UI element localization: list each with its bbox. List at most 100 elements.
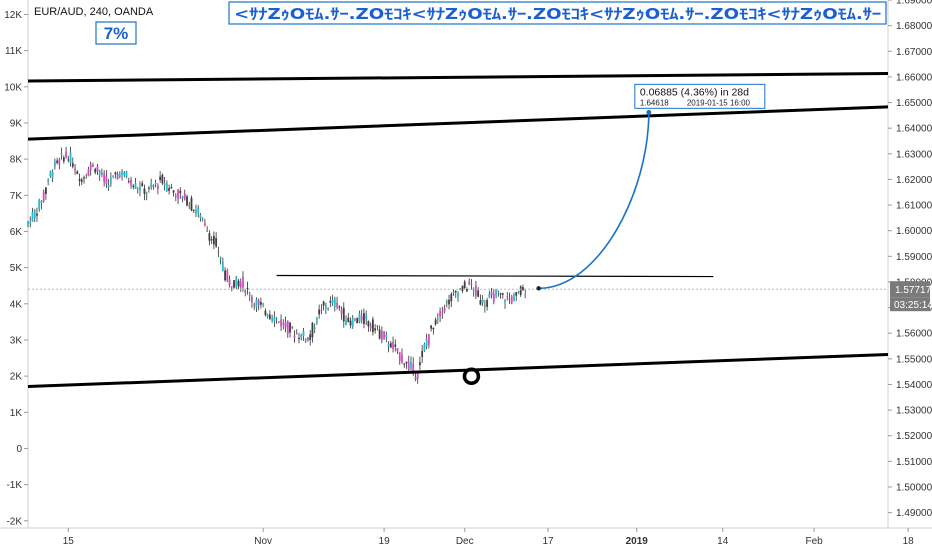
trendline-lower-channel[interactable] xyxy=(27,352,889,389)
price-candle xyxy=(488,290,491,299)
price-candle xyxy=(461,285,464,294)
candle-body xyxy=(354,319,356,321)
right-axis-tick-label: 1.63000 xyxy=(896,149,932,160)
banner-frame xyxy=(228,1,887,25)
candle-body xyxy=(445,300,448,303)
percent-badge-text: 7% xyxy=(104,24,129,43)
price-candle xyxy=(127,177,130,184)
price-candle xyxy=(228,275,231,288)
price-candle xyxy=(396,347,399,354)
price-candle xyxy=(121,169,123,181)
trendline-upper-channel-bottom[interactable] xyxy=(27,105,889,141)
candle-body xyxy=(492,293,495,302)
price-candle xyxy=(123,171,126,178)
candle-body xyxy=(448,299,450,305)
price-candle xyxy=(289,322,291,338)
price-candle xyxy=(327,307,330,311)
price-candle xyxy=(80,177,83,186)
candle-body xyxy=(179,190,182,194)
price-candle xyxy=(324,302,327,315)
price-candle xyxy=(31,207,34,222)
candle-body xyxy=(510,296,513,304)
price-candle xyxy=(71,157,74,169)
x-axis-tick-label: Dec xyxy=(456,536,474,547)
price-candle xyxy=(430,325,433,332)
right-axis-tick-label: 1.60000 xyxy=(896,226,932,237)
price-candle xyxy=(463,279,466,289)
price-candle xyxy=(291,326,294,330)
candle-body xyxy=(195,209,197,215)
price-candle xyxy=(27,220,29,228)
price-candle xyxy=(316,316,318,325)
price-candle xyxy=(360,309,363,324)
price-candle xyxy=(371,316,374,336)
x-axis-tick-label: 17 xyxy=(542,536,554,547)
candle-body xyxy=(432,327,435,330)
candle-body xyxy=(112,175,115,177)
price-candle xyxy=(141,180,144,187)
price-candle xyxy=(427,334,430,349)
candle-body xyxy=(280,319,282,327)
price-candle xyxy=(163,176,166,191)
price-candle xyxy=(51,169,54,183)
price-candle xyxy=(134,177,137,190)
candle-body xyxy=(307,337,309,341)
price-candle xyxy=(204,218,206,227)
candle-body xyxy=(67,159,70,161)
candle-body xyxy=(80,179,83,183)
price-candle xyxy=(483,299,486,313)
candle-body xyxy=(396,348,399,352)
price-candle xyxy=(318,304,321,319)
candle-body xyxy=(425,339,428,347)
candle-body xyxy=(470,283,473,285)
percent-badge: 7% xyxy=(95,21,137,45)
left-axis-tick-label: 12K xyxy=(4,10,22,21)
price-candle xyxy=(210,236,213,244)
candle-body xyxy=(221,261,224,271)
left-axis-tick-label: 11K xyxy=(5,46,22,57)
candle-body xyxy=(56,160,59,163)
price-candle xyxy=(154,179,157,188)
candle-body xyxy=(235,276,238,288)
projection-curve[interactable] xyxy=(538,112,650,290)
price-candle xyxy=(143,184,146,201)
price-candle xyxy=(336,296,338,310)
candle-body xyxy=(329,301,332,303)
price-candle xyxy=(481,295,484,307)
candle-body xyxy=(51,171,54,178)
right-axis-tick-label: 1.61000 xyxy=(896,201,932,212)
right-axis-tick-label: 1.53000 xyxy=(896,406,932,417)
price-candle xyxy=(475,280,477,300)
left-axis-tick-label: 9K xyxy=(10,118,23,129)
candle-body xyxy=(300,334,303,339)
candle-body xyxy=(342,307,345,322)
projection-label-frame xyxy=(634,83,766,109)
projection-end-dot xyxy=(646,109,652,115)
price-candle xyxy=(479,294,482,306)
price-candle xyxy=(508,292,511,304)
price-candle xyxy=(42,189,45,203)
left-axis-tick-label: -1K xyxy=(6,480,22,491)
candle-body xyxy=(109,177,112,184)
trendline-upper-channel-top[interactable] xyxy=(27,72,889,83)
candle-body xyxy=(58,159,61,165)
candle-body xyxy=(360,316,363,321)
candle-body xyxy=(497,290,500,292)
price-candle xyxy=(311,322,314,343)
price-candle xyxy=(268,310,271,321)
price-candle xyxy=(347,312,350,323)
price-candle xyxy=(448,294,450,310)
price-candle xyxy=(118,171,121,179)
candle-body xyxy=(488,293,491,298)
price-candle xyxy=(114,171,117,179)
marker-circle[interactable] xyxy=(462,367,481,386)
trendline-horizontal-resistance[interactable] xyxy=(276,274,714,278)
price-candle xyxy=(322,300,325,311)
price-candle xyxy=(177,189,179,205)
candle-body xyxy=(74,168,76,171)
candle-body xyxy=(121,171,123,175)
candle-body xyxy=(152,185,155,188)
